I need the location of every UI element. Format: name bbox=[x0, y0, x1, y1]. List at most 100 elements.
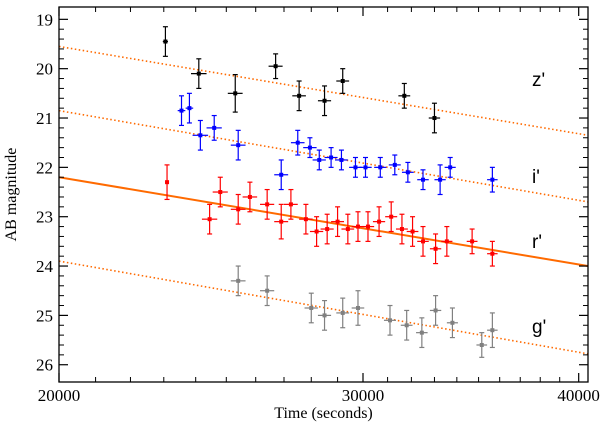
data-marker bbox=[438, 177, 443, 182]
data-point bbox=[260, 188, 275, 220]
data-point bbox=[428, 102, 441, 134]
data-point bbox=[466, 228, 478, 255]
data-marker bbox=[314, 229, 319, 234]
data-marker bbox=[295, 140, 300, 145]
data-marker bbox=[377, 219, 382, 224]
y-tick-label: 19 bbox=[36, 10, 53, 29]
data-point bbox=[320, 213, 334, 245]
data-point bbox=[317, 85, 332, 117]
x-tick-label: 40000 bbox=[557, 386, 600, 405]
data-point bbox=[444, 156, 456, 178]
data-point bbox=[417, 225, 429, 257]
y-axis-label: AB magnitude bbox=[3, 148, 20, 242]
data-point bbox=[230, 265, 246, 297]
y-tick-label: 20 bbox=[36, 60, 53, 79]
data-marker bbox=[329, 155, 334, 160]
data-marker bbox=[490, 177, 495, 182]
series-1 bbox=[177, 92, 498, 196]
x-tick-label: 30000 bbox=[342, 386, 385, 405]
fit-line-2 bbox=[59, 176, 588, 268]
data-marker bbox=[273, 64, 278, 69]
data-point bbox=[164, 164, 170, 201]
data-marker bbox=[322, 313, 327, 318]
data-point bbox=[487, 312, 498, 349]
series-0 bbox=[162, 26, 441, 134]
band-label: z' bbox=[532, 70, 545, 91]
data-point bbox=[206, 114, 222, 141]
data-point bbox=[406, 216, 419, 247]
data-point bbox=[441, 225, 453, 257]
data-marker bbox=[387, 318, 392, 323]
data-marker bbox=[265, 202, 270, 207]
data-point bbox=[304, 292, 318, 324]
data-point bbox=[162, 26, 169, 57]
fit-lines bbox=[59, 45, 588, 355]
data-marker bbox=[236, 278, 241, 283]
band-label: i' bbox=[532, 167, 540, 188]
fit-line-0 bbox=[59, 45, 588, 137]
data-marker bbox=[163, 39, 168, 44]
data-marker bbox=[479, 342, 484, 347]
data-point bbox=[260, 275, 275, 307]
data-point bbox=[429, 295, 442, 326]
y-tick-label: 24 bbox=[36, 257, 54, 276]
data-marker bbox=[307, 145, 312, 150]
data-marker bbox=[444, 239, 449, 244]
data-point bbox=[268, 53, 283, 80]
data-point bbox=[230, 129, 246, 161]
band-label: g' bbox=[532, 317, 546, 338]
data-marker bbox=[303, 217, 308, 222]
data-point bbox=[331, 206, 345, 238]
data-marker bbox=[450, 320, 455, 325]
data-marker bbox=[405, 170, 410, 175]
data-point bbox=[434, 164, 446, 196]
data-marker bbox=[218, 190, 223, 195]
y-tick-label: 23 bbox=[36, 208, 53, 227]
data-marker bbox=[404, 323, 409, 328]
fit-line-3 bbox=[59, 260, 588, 355]
data-points bbox=[162, 26, 498, 358]
data-point bbox=[303, 137, 317, 159]
data-point bbox=[227, 73, 243, 113]
data-marker bbox=[317, 157, 322, 162]
data-point bbox=[401, 161, 414, 183]
data-marker bbox=[339, 157, 344, 162]
data-point bbox=[361, 211, 375, 242]
x-tick-label: 20000 bbox=[38, 386, 81, 405]
data-marker bbox=[470, 239, 475, 244]
data-point bbox=[192, 119, 209, 151]
data-point bbox=[230, 193, 246, 225]
x-axis-label: Time (seconds) bbox=[274, 405, 373, 422]
data-marker bbox=[340, 310, 345, 315]
band-label: r' bbox=[532, 232, 542, 253]
data-point bbox=[400, 309, 413, 341]
data-marker bbox=[309, 305, 314, 310]
data-marker bbox=[448, 165, 453, 170]
series-3 bbox=[230, 265, 498, 358]
data-point bbox=[190, 58, 207, 90]
data-marker bbox=[399, 227, 404, 232]
data-marker bbox=[279, 172, 284, 177]
data-marker bbox=[198, 133, 203, 138]
data-point bbox=[383, 304, 396, 336]
data-point bbox=[359, 156, 372, 178]
series-2 bbox=[164, 164, 498, 267]
data-marker bbox=[490, 251, 495, 256]
data-point bbox=[317, 299, 332, 331]
data-marker bbox=[365, 224, 370, 229]
data-marker bbox=[325, 227, 330, 232]
data-marker bbox=[421, 177, 426, 182]
data-marker bbox=[236, 143, 241, 148]
data-point bbox=[487, 166, 498, 193]
band-labels: z' i' r' g' bbox=[532, 70, 546, 338]
data-marker bbox=[419, 330, 424, 335]
data-marker bbox=[265, 288, 270, 293]
data-marker bbox=[165, 180, 170, 185]
data-marker bbox=[247, 194, 252, 199]
data-marker bbox=[212, 125, 217, 130]
data-point bbox=[388, 154, 401, 176]
data-point bbox=[336, 297, 350, 329]
data-marker bbox=[340, 79, 345, 84]
data-marker bbox=[279, 219, 284, 224]
